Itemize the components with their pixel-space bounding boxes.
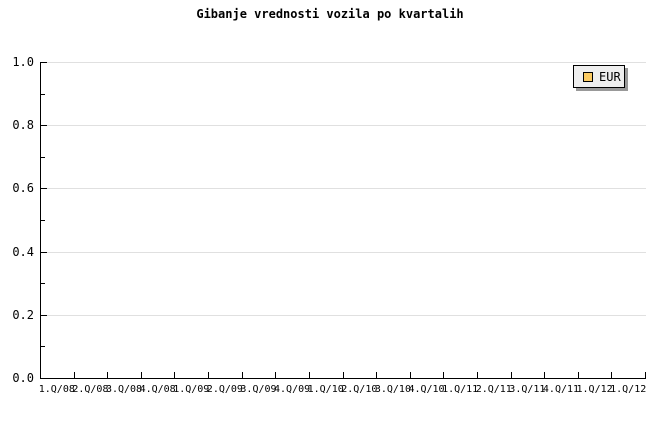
y-tick-label: 0.4	[12, 245, 34, 259]
x-tick	[275, 372, 276, 378]
y-tick-label: 0.6	[12, 181, 34, 195]
y-tick-label: 0.0	[12, 371, 34, 385]
x-tick-label: 1.Q/11	[442, 384, 479, 395]
x-tick-label: 2.Q/10	[341, 384, 378, 395]
x-tick-label: 2.Q/11	[475, 384, 512, 395]
x-tick-label: 1.Q/08	[38, 384, 75, 395]
legend-label: EUR	[599, 69, 621, 84]
y-tick-label: 0.2	[12, 308, 34, 322]
x-tick-label: 4.Q/09	[274, 384, 311, 395]
y-minor-tick	[41, 283, 45, 284]
y-major-tick	[41, 125, 47, 126]
x-tick-label: 3.Q/10	[374, 384, 411, 395]
x-tick	[208, 372, 209, 378]
x-tick	[578, 372, 579, 378]
x-tick-label: 1.Q/12	[576, 384, 613, 395]
x-tick	[544, 372, 545, 378]
x-tick-label: 2.Q/08	[72, 384, 109, 395]
y-gridline	[41, 62, 646, 63]
x-tick	[611, 372, 612, 378]
x-tick-label: 3.Q/08	[105, 384, 143, 395]
x-tick	[511, 372, 512, 378]
x-tick	[174, 372, 175, 378]
x-tick	[242, 372, 243, 378]
y-tick-label: 0.8	[12, 118, 34, 132]
x-tick	[477, 372, 478, 378]
chart-title: Gibanje vrednosti vozila po kvartalih	[196, 7, 464, 21]
y-tick-label: 1.0	[12, 55, 34, 69]
x-tick	[343, 372, 344, 378]
x-tick	[645, 372, 646, 378]
x-tick-label: 1.Q/09	[173, 384, 210, 395]
x-tick	[443, 372, 444, 378]
x-tick-label: 3.Q/11	[509, 384, 546, 395]
x-tick-label: 1.Q/12	[610, 384, 647, 395]
y-minor-tick	[41, 346, 45, 347]
y-major-tick	[41, 252, 47, 253]
plot-area	[40, 62, 646, 379]
x-tick-label: 4.Q/08	[139, 384, 176, 395]
y-major-tick	[41, 188, 47, 189]
x-tick-label: 3.Q/09	[240, 384, 277, 395]
x-tick-label: 1.Q/10	[307, 384, 344, 395]
y-major-tick	[41, 315, 47, 316]
y-gridline	[41, 252, 646, 253]
x-tick	[74, 372, 75, 378]
y-gridline	[41, 315, 646, 316]
y-minor-tick	[41, 94, 45, 95]
legend: EUR	[573, 65, 625, 88]
y-minor-tick	[41, 220, 45, 221]
y-gridline	[41, 188, 646, 189]
x-tick-label: 4.Q/11	[542, 384, 580, 395]
x-tick-label: 4.Q/10	[408, 384, 445, 395]
x-tick	[376, 372, 377, 378]
y-gridline	[41, 125, 646, 126]
x-tick-label: 2.Q/09	[206, 384, 243, 395]
x-tick	[410, 372, 411, 378]
y-major-tick	[41, 62, 47, 63]
y-minor-tick	[41, 157, 45, 158]
x-tick	[141, 372, 142, 378]
x-tick	[309, 372, 310, 378]
x-tick	[107, 372, 108, 378]
legend-swatch-icon	[583, 71, 593, 82]
